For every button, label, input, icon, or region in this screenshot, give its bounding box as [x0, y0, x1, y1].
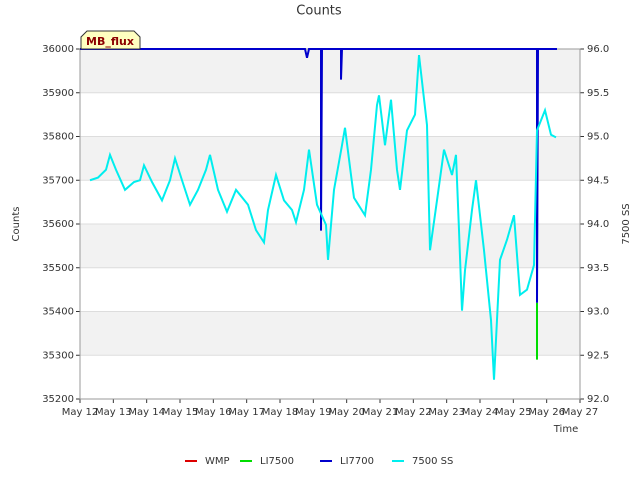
y-tick-label: 35900 — [42, 88, 74, 99]
y-tick-label: 35800 — [42, 132, 74, 143]
x-tick-label: May 20 — [328, 407, 365, 418]
y2-tick-label: 93.5 — [587, 263, 609, 274]
y2-tick-label: 94.5 — [587, 175, 609, 186]
legend-label: WMP — [205, 456, 230, 467]
x-tick-label: May 18 — [262, 407, 299, 418]
x-tick-label: May 14 — [128, 407, 165, 418]
x-tick-label: May 15 — [162, 407, 199, 418]
plot-band — [80, 136, 580, 181]
x-tick-label: May 21 — [362, 407, 399, 418]
y-tick-label: 36000 — [42, 44, 74, 55]
y2-tick-label: 93.0 — [587, 307, 609, 318]
x-tick-label: May 12 — [62, 407, 99, 418]
data-line — [80, 48, 557, 303]
badge-box — [80, 30, 141, 50]
y2-tick-label: 92.5 — [587, 350, 609, 361]
legend-label: LI7500 — [260, 456, 294, 467]
y2-tick-label: 94.0 — [587, 219, 609, 230]
x-tick-label: May 17 — [228, 407, 265, 418]
y-tick-label: 35500 — [42, 263, 74, 274]
x-tick-label: May 25 — [495, 407, 532, 418]
x-axis-label: Time — [553, 424, 578, 435]
x-tick-label: May 27 — [562, 407, 599, 418]
y2-axis-label: 7500 SS — [621, 203, 632, 244]
y-axis-label: Counts — [11, 207, 22, 242]
plot-band — [80, 49, 580, 93]
data-line — [89, 55, 557, 380]
x-tick-label: May 19 — [295, 407, 332, 418]
badge: MB_flux — [80, 30, 141, 50]
y2-tick-label: 95.5 — [587, 88, 609, 99]
x-tick-label: May 26 — [528, 407, 565, 418]
y2-tick-label: 95.0 — [587, 132, 609, 143]
plot-band — [80, 311, 580, 356]
y-tick-label: 35300 — [42, 350, 74, 361]
y-tick-label: 35600 — [42, 219, 74, 230]
x-tick-label: May 22 — [395, 407, 432, 418]
y-tick-label: 35700 — [42, 175, 74, 186]
x-tick-label: May 23 — [428, 407, 465, 418]
y-tick-label: 35400 — [42, 307, 74, 318]
badge-text: MB_flux — [86, 35, 134, 48]
x-tick-label: May 24 — [462, 407, 499, 418]
chart-title: Counts — [296, 4, 342, 19]
legend-label: LI7700 — [340, 456, 374, 467]
y2-tick-label: 96.0 — [587, 44, 609, 55]
legend-label: 7500 SS — [412, 456, 453, 467]
y2-tick-label: 92.0 — [587, 394, 609, 405]
x-tick-label: May 13 — [95, 407, 132, 418]
x-tick-label: May 16 — [195, 407, 232, 418]
y-tick-label: 35200 — [42, 394, 74, 405]
